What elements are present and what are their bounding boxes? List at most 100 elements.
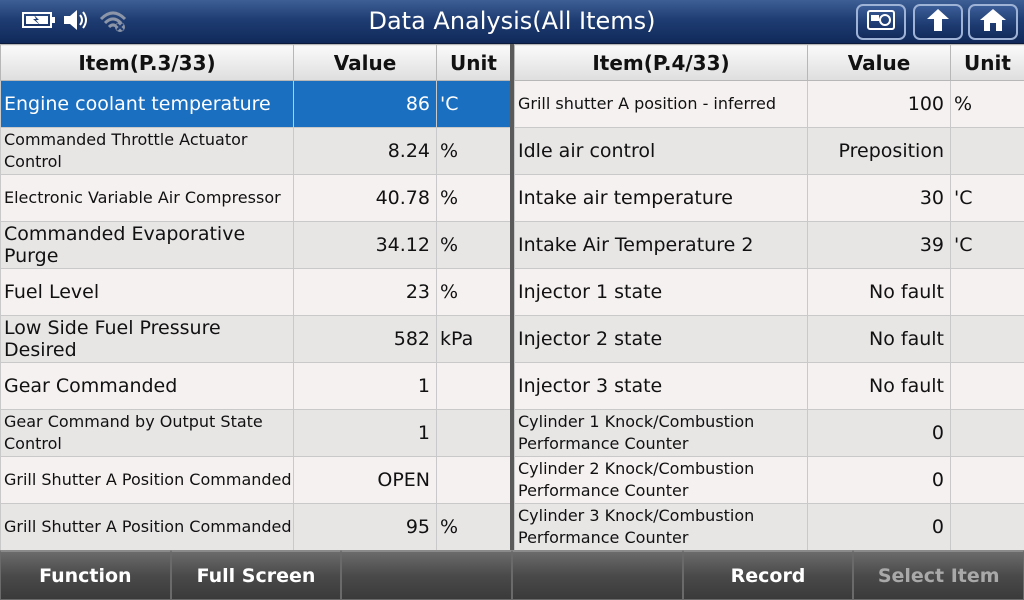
battery-icon bbox=[22, 11, 56, 33]
table-row[interactable]: Injector 3 state No fault bbox=[514, 362, 1024, 410]
item-unit bbox=[436, 456, 511, 504]
table-row[interactable]: Intake air temperature 30 'C bbox=[514, 174, 1024, 222]
item-value: 30 bbox=[807, 174, 951, 222]
right-data-table: Item(P.4/33) Value Unit Grill shutter A … bbox=[514, 44, 1024, 551]
table-row[interactable]: Injector 1 state No fault bbox=[514, 268, 1024, 316]
item-value: No fault bbox=[807, 315, 951, 363]
item-value: 0 bbox=[807, 503, 951, 551]
table-header: Item(P.4/33) Value Unit bbox=[514, 44, 1024, 81]
record-button[interactable]: Record bbox=[682, 550, 854, 600]
select-item-button[interactable]: Select Item bbox=[853, 550, 1024, 600]
function-bar: Function Full Screen Record Select Item bbox=[0, 550, 1024, 600]
column-header-value: Value bbox=[293, 44, 437, 81]
item-value: 1 bbox=[293, 362, 437, 410]
item-value: 0 bbox=[807, 456, 951, 504]
column-header-item[interactable]: Item(P.4/33) bbox=[514, 44, 808, 81]
column-header-unit: Unit bbox=[436, 44, 511, 81]
table-row[interactable]: Cylinder 3 Knock/Combustion Performance … bbox=[514, 503, 1024, 551]
item-name: Intake air temperature bbox=[514, 174, 808, 222]
item-unit: % bbox=[436, 127, 511, 175]
item-value: 582 bbox=[293, 315, 437, 363]
item-value: 40.78 bbox=[293, 174, 437, 222]
table-row[interactable]: Grill Shutter A Position Commanded OPEN bbox=[0, 456, 511, 504]
item-value: 23 bbox=[293, 268, 437, 316]
wifi-icon bbox=[98, 7, 128, 37]
page-title: Data Analysis(All Items) bbox=[368, 7, 656, 35]
item-name: Grill Shutter A Position Commanded bbox=[0, 503, 294, 551]
function-button[interactable]: Function bbox=[0, 550, 171, 600]
item-unit: % bbox=[950, 80, 1024, 128]
item-unit: % bbox=[436, 174, 511, 222]
table-row[interactable]: Grill Shutter A Position Commanded 95 % bbox=[0, 503, 511, 551]
column-header-value: Value bbox=[807, 44, 951, 81]
table-header: Item(P.3/33) Value Unit bbox=[0, 44, 511, 81]
table-row[interactable]: Commanded Evaporative Purge 34.12 % bbox=[0, 221, 511, 269]
title-bar: Data Analysis(All Items) bbox=[0, 0, 1024, 44]
item-unit bbox=[436, 362, 511, 410]
table-row[interactable]: Idle air control Preposition bbox=[514, 127, 1024, 175]
item-name: Grill shutter A position - inferred bbox=[514, 80, 808, 128]
status-icons bbox=[22, 9, 128, 35]
table-row[interactable]: Gear Commanded 1 bbox=[0, 362, 511, 410]
full-screen-button[interactable]: Full Screen bbox=[170, 550, 342, 600]
item-name: Gear Commanded bbox=[0, 362, 294, 410]
item-value: No fault bbox=[807, 362, 951, 410]
item-name: Electronic Variable Air Compressor bbox=[0, 174, 294, 222]
item-name: Commanded Evaporative Purge bbox=[0, 221, 294, 269]
item-name: Injector 3 state bbox=[514, 362, 808, 410]
item-name: Fuel Level bbox=[0, 268, 294, 316]
item-unit bbox=[950, 268, 1024, 316]
item-unit: % bbox=[436, 221, 511, 269]
table-row[interactable]: Injector 2 state No fault bbox=[514, 315, 1024, 363]
empty-button-1[interactable] bbox=[341, 550, 513, 600]
table-row[interactable]: Engine coolant temperature 86 'C bbox=[0, 80, 511, 128]
item-name: Idle air control bbox=[514, 127, 808, 175]
table-row[interactable]: Intake Air Temperature 2 39 'C bbox=[514, 221, 1024, 269]
item-value: Preposition bbox=[807, 127, 951, 175]
left-data-table: Item(P.3/33) Value Unit Engine coolant t… bbox=[0, 44, 511, 551]
table-row[interactable]: Commanded Throttle Actuator Control 8.24… bbox=[0, 127, 511, 175]
item-unit bbox=[950, 127, 1024, 175]
item-name: Low Side Fuel Pressure Desired bbox=[0, 315, 294, 363]
screenshot-button[interactable] bbox=[856, 4, 906, 40]
item-unit bbox=[950, 315, 1024, 363]
item-value: 8.24 bbox=[293, 127, 437, 175]
item-unit: 'C bbox=[950, 221, 1024, 269]
item-name: Grill Shutter A Position Commanded bbox=[0, 456, 294, 504]
item-unit: 'C bbox=[436, 80, 511, 128]
back-button[interactable] bbox=[913, 4, 963, 40]
table-row[interactable]: Grill shutter A position - inferred 100 … bbox=[514, 80, 1024, 128]
empty-button-2[interactable] bbox=[512, 550, 683, 600]
item-value: 1 bbox=[293, 409, 437, 457]
table-row[interactable]: Gear Command by Output State Control 1 bbox=[0, 409, 511, 457]
item-name: Injector 1 state bbox=[514, 268, 808, 316]
table-row[interactable]: Electronic Variable Air Compressor 40.78… bbox=[0, 174, 511, 222]
table-row[interactable]: Fuel Level 23 % bbox=[0, 268, 511, 316]
item-unit bbox=[950, 362, 1024, 410]
item-unit bbox=[436, 409, 511, 457]
table-row[interactable]: Cylinder 2 Knock/Combustion Performance … bbox=[514, 456, 1024, 504]
item-name: Cylinder 3 Knock/Combustion Performance … bbox=[514, 503, 808, 551]
table-row[interactable]: Cylinder 1 Knock/Combustion Performance … bbox=[514, 409, 1024, 457]
item-value: OPEN bbox=[293, 456, 437, 504]
item-value: No fault bbox=[807, 268, 951, 316]
up-arrow-icon bbox=[923, 7, 953, 37]
item-unit bbox=[950, 456, 1024, 504]
item-unit: % bbox=[436, 268, 511, 316]
item-name: Cylinder 1 Knock/Combustion Performance … bbox=[514, 409, 808, 457]
item-value: 86 bbox=[293, 80, 437, 128]
item-unit: % bbox=[436, 503, 511, 551]
item-name: Gear Command by Output State Control bbox=[0, 409, 294, 457]
camera-icon bbox=[866, 8, 896, 36]
item-name: Injector 2 state bbox=[514, 315, 808, 363]
table-row[interactable]: Low Side Fuel Pressure Desired 582 kPa bbox=[0, 315, 511, 363]
home-button[interactable] bbox=[968, 4, 1018, 40]
column-header-item[interactable]: Item(P.3/33) bbox=[0, 44, 294, 81]
item-value: 95 bbox=[293, 503, 437, 551]
table-divider bbox=[510, 44, 514, 550]
column-header-unit: Unit bbox=[950, 44, 1024, 81]
item-name: Commanded Throttle Actuator Control bbox=[0, 127, 294, 175]
item-unit: kPa bbox=[436, 315, 511, 363]
item-unit: 'C bbox=[950, 174, 1024, 222]
item-name: Cylinder 2 Knock/Combustion Performance … bbox=[514, 456, 808, 504]
